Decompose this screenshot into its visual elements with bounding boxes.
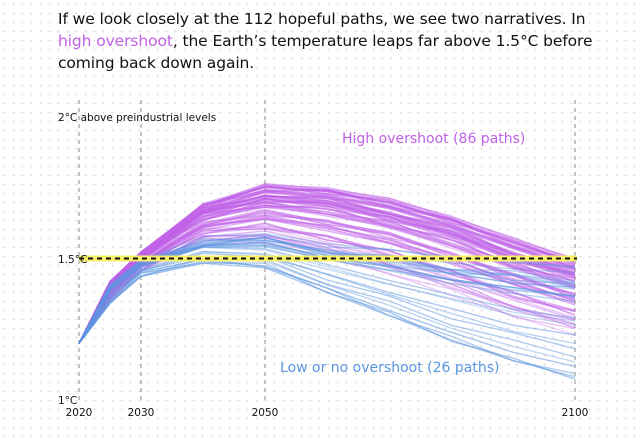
intro-text: If we look closely at the 112 hopeful pa… (58, 8, 618, 74)
series-path (78, 200, 576, 344)
intro-line-1: If we look closely at the 112 hopeful pa… (58, 10, 586, 28)
series-path (78, 184, 576, 344)
high-overshoot-highlight: high overshoot (58, 32, 173, 50)
series-path (78, 183, 576, 344)
series-path (78, 198, 576, 344)
series-path (78, 240, 576, 344)
series-path (78, 200, 576, 344)
series-path (78, 198, 576, 344)
series-path (78, 250, 576, 345)
series-path (78, 185, 576, 344)
series-path (78, 204, 576, 344)
x-tick-2050: 2050 (252, 407, 279, 419)
series-path (78, 258, 576, 358)
series-path (78, 236, 576, 344)
series-path (78, 185, 576, 344)
chart-gridlines (78, 100, 576, 402)
series-path (78, 191, 576, 344)
series-path (78, 197, 576, 344)
series-path (78, 199, 576, 344)
series-path (78, 252, 576, 344)
intro-line-2: , the Earth’s temperature leaps far abov… (172, 32, 593, 50)
x-tick-2020: 2020 (66, 407, 93, 419)
series-path (78, 188, 576, 344)
series-path (78, 244, 576, 344)
series-path (78, 244, 576, 344)
series-path (78, 187, 576, 344)
series-path (78, 189, 576, 344)
series-path (78, 201, 576, 344)
series-path (78, 237, 576, 344)
series-path (78, 201, 576, 344)
series-path (78, 188, 576, 344)
series-path (78, 197, 576, 344)
series-path (78, 200, 576, 344)
series-path (78, 202, 576, 344)
series-path (78, 245, 576, 344)
y-axis-top-label: 2°C above preindustrial levels (58, 112, 216, 124)
series-path (78, 236, 576, 344)
series-path (78, 257, 576, 363)
high-overshoot-series-label: High overshoot (86 paths) (342, 131, 525, 147)
series-path (78, 227, 576, 344)
x-tick-2030: 2030 (128, 407, 155, 419)
y-axis-bottom-label: 1°C (58, 395, 77, 407)
series-path (78, 190, 576, 344)
y-axis-mid-label: 1.5°C (58, 254, 87, 266)
x-tick-2100: 2100 (562, 407, 589, 419)
series-path (78, 184, 576, 344)
series-path (78, 230, 576, 344)
intro-line-3: coming back down again. (58, 54, 255, 72)
series-path (78, 262, 576, 380)
series-path (78, 238, 576, 344)
low-overshoot-series-label: Low or no overshoot (26 paths) (280, 360, 499, 376)
